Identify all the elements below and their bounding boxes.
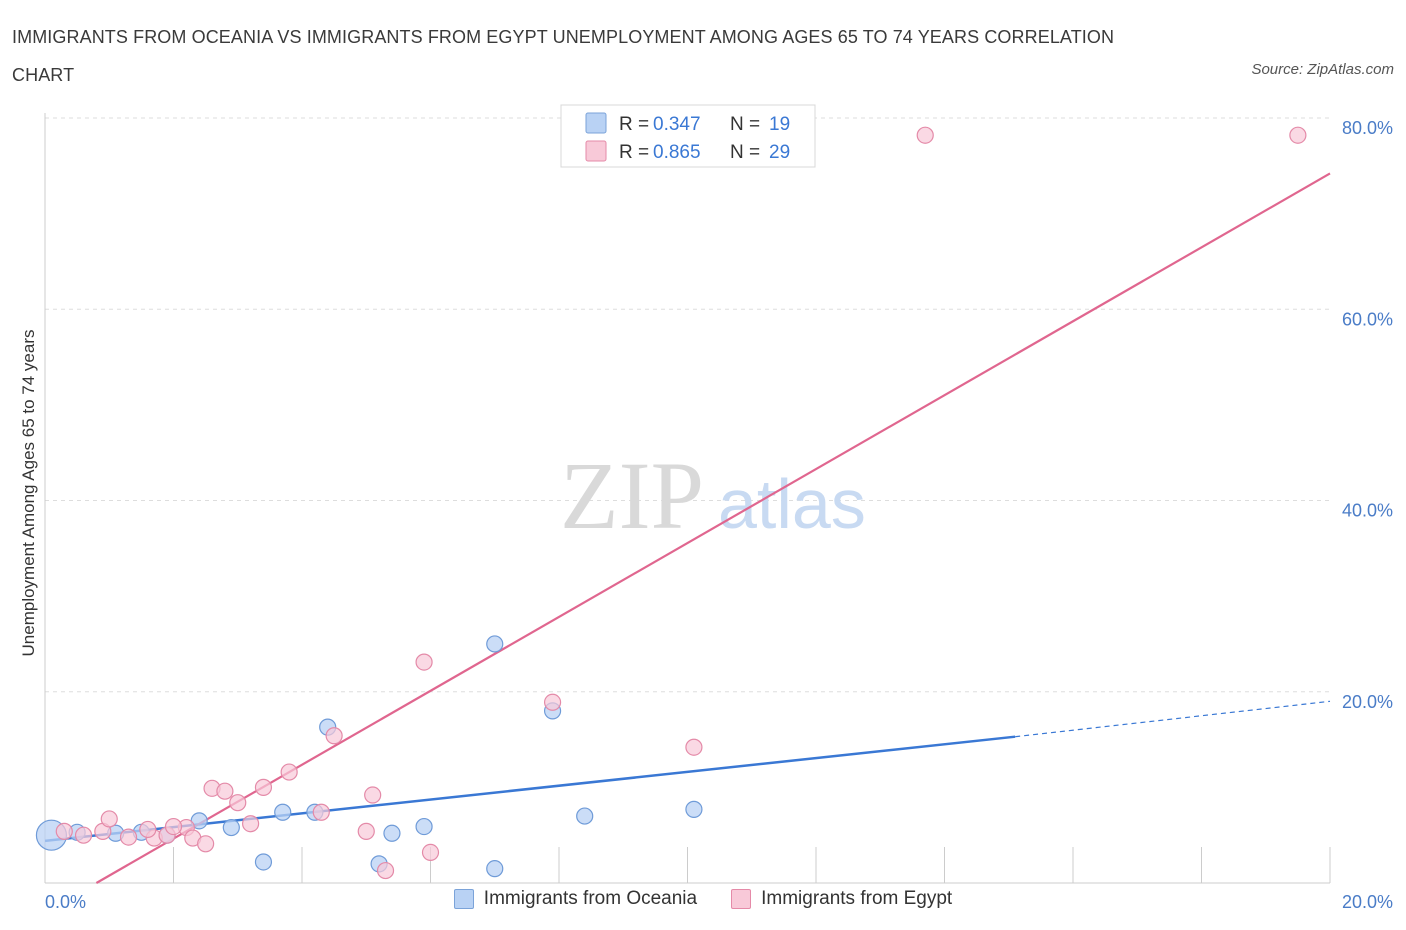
point-oceania <box>576 807 594 825</box>
trendline-oceania-extension <box>1015 700 1331 738</box>
chart-title: IMMIGRANTS FROM OCEANIA VS IMMIGRANTS FR… <box>12 27 1115 85</box>
legend-swatch-oceania-bottom <box>453 889 474 909</box>
point-egypt <box>164 817 183 836</box>
legend-r-label-1: R = <box>619 114 649 135</box>
point-egypt <box>280 763 298 781</box>
point-egypt <box>685 738 703 756</box>
point-egypt <box>364 786 382 804</box>
legend-swatch-oceania <box>585 112 607 134</box>
legend-r-value-2: 0.865 <box>653 142 701 163</box>
point-egypt <box>229 794 247 812</box>
watermark-zip: ZIP <box>560 442 704 549</box>
point-egypt <box>55 822 73 840</box>
legend-item-oceania: Immigrants from Oceania <box>453 888 698 910</box>
trendline-egypt <box>95 172 1331 884</box>
point-oceania <box>383 824 401 842</box>
legend-swatch-egypt-bottom <box>731 889 752 909</box>
watermark: ZIP atlas <box>560 442 866 549</box>
legend-label-egypt: Immigrants from Egypt <box>761 888 953 909</box>
point-oceania <box>486 635 504 653</box>
point-oceania <box>254 853 273 871</box>
point-egypt <box>312 803 330 821</box>
legend-n-value-2: 29 <box>769 142 790 163</box>
y-tick-label: 60.0% <box>1342 309 1393 329</box>
x-tick-label: 0.0% <box>45 892 86 912</box>
point-oceania <box>685 800 703 818</box>
point-oceania <box>486 860 504 878</box>
point-egypt <box>119 828 138 846</box>
point-egypt <box>197 835 215 853</box>
legend-n-label-1: N = <box>730 114 760 135</box>
point-egypt <box>543 693 562 711</box>
y-axis-label: Unemployment Among Ages 65 to 74 years <box>19 330 38 657</box>
point-oceania <box>274 803 292 821</box>
legend-n-label-2: N = <box>730 142 760 163</box>
legend-bottom: Immigrants from Oceania Immigrants from … <box>0 888 1406 910</box>
x-tick-label: 20.0% <box>1342 892 1393 912</box>
point-egypt <box>357 822 375 840</box>
point-egypt <box>376 861 395 880</box>
y-tick-label: 80.0% <box>1342 118 1393 138</box>
point-oceania <box>222 818 240 837</box>
point-egypt <box>242 815 260 833</box>
point-egypt <box>74 826 93 844</box>
point-egypt <box>216 782 234 800</box>
point-egypt <box>100 810 118 828</box>
point-egypt <box>139 820 157 839</box>
y-tick-label: 40.0% <box>1342 501 1393 521</box>
legend-top: R = 0.347 N = 19 R = 0.865 N = 29 <box>560 104 816 168</box>
point-egypt <box>1289 126 1307 144</box>
legend-r-value-1: 0.347 <box>653 114 701 135</box>
legend-label-oceania: Immigrants from Oceania <box>483 888 698 909</box>
point-egypt <box>254 778 273 796</box>
legend-r-label-2: R = <box>619 142 649 163</box>
legend-item-egypt: Immigrants from Egypt <box>731 888 952 910</box>
watermark-atlas: atlas <box>718 465 866 543</box>
point-egypt <box>325 727 343 745</box>
point-egypt <box>916 126 934 144</box>
y-tick-label: 20.0% <box>1342 692 1393 712</box>
point-oceania <box>415 817 433 836</box>
legend-swatch-egypt <box>585 140 607 162</box>
point-egypt <box>421 843 440 862</box>
point-egypt <box>415 653 433 671</box>
source-label: Source: ZipAtlas.com <box>1251 61 1394 78</box>
legend-n-value-1: 19 <box>769 114 790 135</box>
